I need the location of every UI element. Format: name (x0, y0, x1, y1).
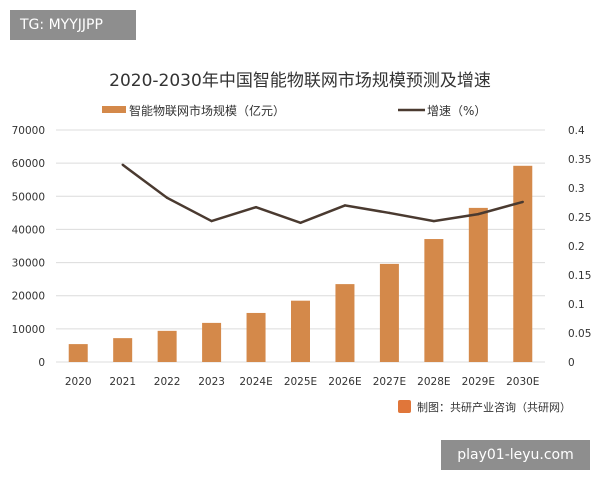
left-tick-label: 10000 (12, 324, 45, 336)
x-tick-label: 2023 (198, 376, 225, 388)
bar (468, 207, 488, 362)
bar (113, 338, 133, 362)
bar (68, 344, 88, 362)
growth-point (299, 221, 302, 224)
legend-label-line: 增速（%） (427, 104, 486, 118)
x-tick-label: 2021 (109, 376, 136, 388)
growth-point (477, 212, 480, 216)
right-tick-label: 0.35 (568, 154, 591, 166)
x-tick-label: 2025E (284, 376, 317, 388)
bar (424, 239, 444, 362)
right-tick-label: 0.3 (568, 183, 585, 195)
growth-point (254, 205, 258, 209)
growth-point (432, 219, 436, 223)
growth-point (388, 211, 391, 215)
bar (379, 263, 399, 362)
x-tick-label: 2022 (154, 376, 181, 388)
left-tick-label: 0 (38, 357, 45, 369)
left-tick-label: 30000 (12, 258, 45, 270)
right-tick-label: 0.25 (568, 212, 591, 224)
left-tick-label: 70000 (12, 125, 45, 137)
right-tick-label: 0 (568, 357, 575, 369)
legend-swatch-bar (102, 106, 126, 113)
bar (202, 322, 222, 362)
bar (291, 300, 310, 362)
legend-label-bar: 智能物联网市场规模（亿元） (129, 103, 285, 118)
x-tick-label: 2024E (239, 376, 272, 388)
growth-point (121, 163, 124, 166)
bar (335, 284, 355, 362)
x-tick-label: 2029E (462, 376, 495, 388)
x-tick-label: 2026E (328, 376, 361, 388)
right-tick-label: 0.2 (568, 241, 585, 253)
left-tick-label: 40000 (12, 224, 45, 236)
bar (513, 165, 533, 362)
growth-point (343, 204, 347, 207)
x-tick-label: 2020 (65, 376, 92, 388)
overlay-label: TG: MYYJJPP (10, 10, 136, 40)
left-tick-label: 60000 (12, 158, 45, 170)
x-tick-label: 2030E (506, 376, 539, 388)
left-tick-label: 50000 (12, 191, 45, 203)
left-tick-label: 20000 (12, 291, 45, 303)
watermark-label: play01-leyu.com (441, 440, 590, 470)
x-tick-label: 2027E (373, 376, 406, 388)
chart-title: 2020-2030年中国智能物联网市场规模预测及增速 (109, 71, 491, 91)
source-logo-icon (398, 400, 411, 413)
bar (246, 312, 266, 362)
growth-point (165, 196, 169, 200)
growth-point (521, 200, 524, 204)
x-tick-label: 2028E (417, 376, 450, 388)
right-tick-label: 0.15 (568, 270, 591, 282)
growth-point (210, 219, 213, 223)
bar (157, 330, 177, 362)
source-text: 制图：共研产业咨询（共研网） (417, 400, 571, 414)
growth-line (121, 163, 524, 225)
right-tick-label: 0.4 (568, 125, 585, 137)
right-tick-label: 0.05 (568, 328, 591, 340)
right-tick-label: 0.1 (568, 299, 585, 311)
